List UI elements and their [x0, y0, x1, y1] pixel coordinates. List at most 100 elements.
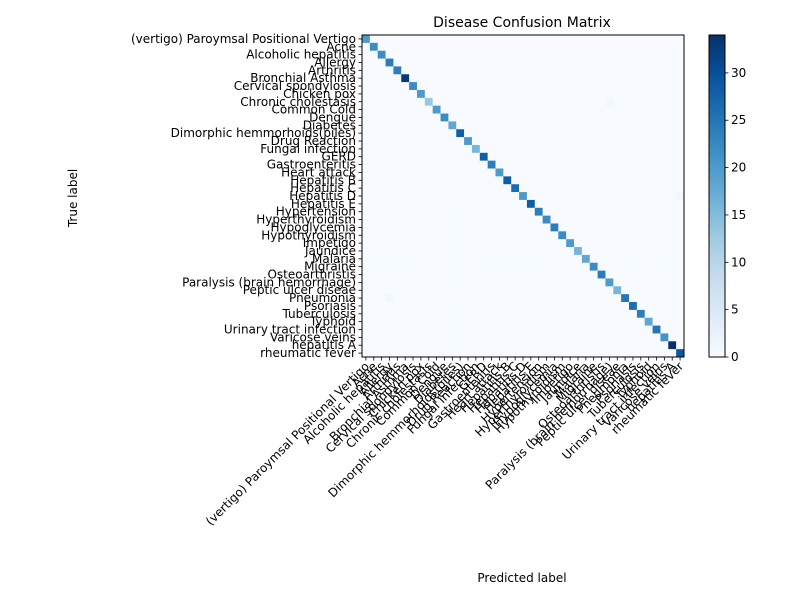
- matrix-cell: [526, 341, 536, 350]
- matrix-cell: [542, 207, 551, 216]
- matrix-cell: [597, 89, 606, 99]
- matrix-cell: [393, 207, 402, 216]
- matrix-cell: [597, 137, 606, 146]
- matrix-cell: [660, 42, 669, 51]
- matrix-cell: [534, 199, 543, 209]
- matrix-cell: [526, 42, 536, 51]
- matrix-cell: [511, 129, 520, 138]
- matrix-cell: [629, 66, 638, 75]
- y-tick-label: Drug Reaction: [271, 134, 356, 148]
- matrix-cell: [558, 137, 567, 146]
- matrix-cell: [519, 192, 528, 201]
- matrix-cell: [495, 144, 504, 154]
- matrix-cell: [385, 302, 394, 311]
- matrix-cell: [424, 144, 433, 154]
- matrix-cell: [479, 231, 488, 240]
- matrix-cell: [558, 325, 567, 334]
- matrix-cell: [409, 333, 418, 342]
- matrix-cell: [495, 199, 504, 209]
- matrix-cell: [550, 144, 559, 154]
- matrix-cell: [487, 35, 496, 44]
- matrix-cell: [385, 50, 394, 59]
- matrix-cell: [464, 74, 473, 83]
- matrix-cell: [597, 294, 606, 303]
- matrix-cell: [676, 223, 685, 232]
- matrix-cell: [416, 160, 426, 169]
- matrix-cell: [503, 325, 512, 334]
- matrix-cell: [479, 66, 488, 75]
- matrix-cell: [519, 35, 528, 44]
- matrix-cell: [597, 58, 606, 67]
- matrix-cell: [362, 239, 371, 248]
- matrix-cell: [668, 278, 677, 287]
- matrix-cell: [605, 184, 614, 193]
- matrix-cell: [401, 278, 410, 287]
- matrix-cell: [589, 325, 598, 334]
- matrix-cell: [409, 35, 418, 44]
- matrix-cell: [519, 176, 528, 185]
- matrix-cell: [676, 254, 685, 264]
- matrix-cell: [440, 317, 449, 326]
- matrix-cell: [424, 184, 433, 193]
- matrix-cell: [644, 262, 653, 271]
- matrix-cell: [369, 325, 378, 334]
- matrix-cell: [526, 35, 536, 44]
- matrix-cell: [621, 89, 630, 99]
- matrix-cell: [534, 223, 543, 232]
- matrix-cell: [574, 349, 583, 358]
- matrix-cell: [471, 58, 481, 67]
- colorbar-tick-label: 20: [731, 161, 746, 175]
- matrix-cell: [487, 223, 496, 232]
- matrix-cell: [605, 105, 614, 114]
- matrix-cell: [589, 168, 598, 177]
- matrix-cell: [432, 152, 441, 161]
- matrix-cell: [409, 160, 418, 169]
- matrix-cell: [534, 74, 543, 83]
- matrix-cell: [597, 74, 606, 83]
- matrix-cell: [495, 239, 504, 248]
- matrix-cell: [385, 325, 394, 334]
- matrix-cell: [526, 66, 536, 75]
- matrix-cell: [621, 325, 630, 334]
- matrix-cell: [385, 341, 394, 350]
- matrix-cell: [652, 97, 661, 106]
- matrix-cell: [581, 97, 591, 106]
- matrix-cell: [542, 302, 551, 311]
- matrix-cell: [393, 231, 402, 240]
- matrix-cell: [542, 231, 551, 240]
- matrix-cell: [464, 58, 473, 67]
- matrix-cell: [432, 184, 441, 193]
- matrix-cell: [644, 97, 653, 106]
- matrix-cell: [416, 89, 426, 99]
- y-tick-label: Alcoholic hepatitis: [246, 48, 356, 62]
- matrix-cell: [479, 325, 488, 334]
- matrix-cell: [479, 309, 488, 318]
- matrix-cell: [432, 129, 441, 138]
- y-tick-label: Chronic cholestasis: [240, 95, 356, 109]
- matrix-cell: [503, 184, 512, 193]
- matrix-cell: [668, 66, 677, 75]
- y-tick-label: Malaria: [312, 252, 356, 266]
- matrix-cell: [652, 262, 661, 271]
- matrix-cell: [393, 66, 402, 75]
- matrix-cell: [416, 152, 426, 161]
- matrix-cell: [448, 317, 457, 326]
- matrix-cell: [574, 223, 583, 232]
- matrix-cell: [676, 199, 685, 209]
- matrix-cell: [605, 137, 614, 146]
- matrix-cell: [652, 247, 661, 256]
- matrix-cell: [574, 302, 583, 311]
- matrix-cell: [550, 349, 559, 358]
- matrix-cell: [613, 286, 622, 295]
- matrix-cell: [487, 325, 496, 334]
- y-tick-label: Dengue: [309, 110, 356, 124]
- matrix-cell: [362, 82, 371, 91]
- matrix-cell: [377, 58, 386, 67]
- matrix-cell: [597, 349, 606, 358]
- matrix-cell: [369, 160, 378, 169]
- matrix-cell: [424, 223, 433, 232]
- matrix-cell: [644, 168, 653, 177]
- matrix-cell: [503, 152, 512, 161]
- matrix-cell: [409, 50, 418, 59]
- matrix-cell: [668, 349, 677, 358]
